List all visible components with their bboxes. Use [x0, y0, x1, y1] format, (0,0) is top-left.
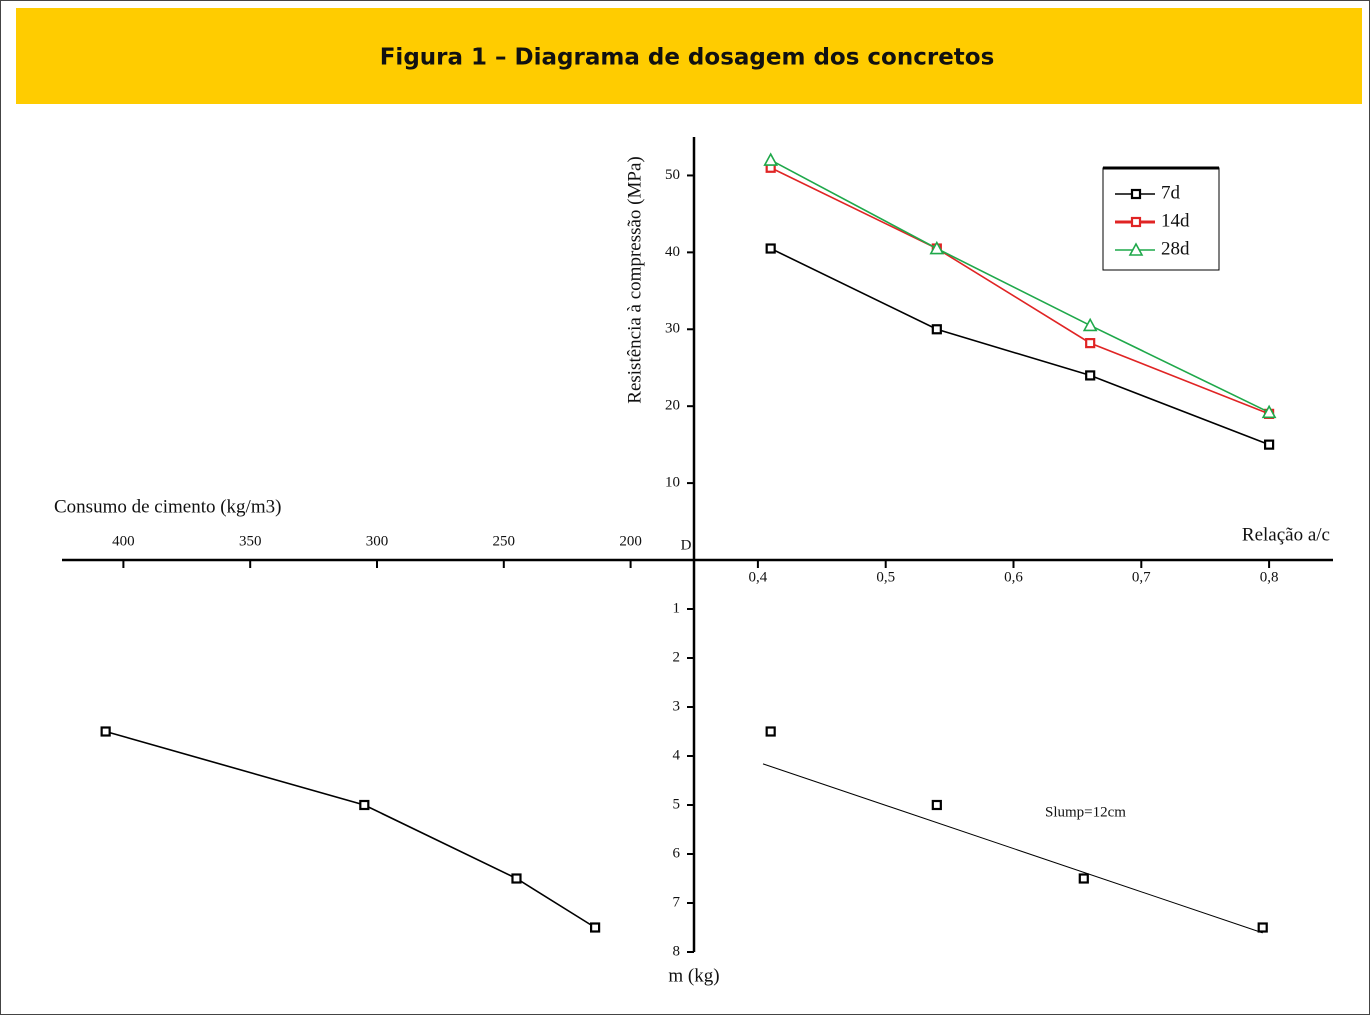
x-tick-label: 250: [493, 533, 516, 549]
y-tick-label: 5: [673, 796, 681, 812]
marker: [589, 922, 601, 933]
legend-marker: [1130, 188, 1142, 200]
x-tick-label: 0,4: [749, 569, 768, 585]
legend-box: [1102, 167, 1220, 271]
marker: [1082, 317, 1098, 332]
marker: [1085, 338, 1096, 349]
y-tick-label: 30: [665, 321, 680, 337]
x-tick-label: 0,7: [1132, 569, 1151, 585]
marker: [359, 799, 370, 811]
y-tick-label: 2: [673, 649, 681, 665]
legend-label: 7d: [1161, 182, 1181, 203]
marker: [763, 152, 779, 166]
y-tick-label: 10: [665, 475, 680, 491]
marker: [1257, 922, 1268, 933]
y-tick-label: 6: [673, 845, 681, 861]
legend-marker: [1128, 242, 1144, 256]
series-line: [770, 167, 1270, 415]
marker: [1261, 404, 1277, 419]
y-axis-label: Resistência à compressão (MPa): [624, 156, 645, 403]
x-tick-label: 200: [619, 533, 642, 549]
x-axis-label: Consumo de cimento (kg/m3): [54, 496, 281, 517]
y-tick-label: 4: [673, 747, 681, 763]
marker: [765, 726, 776, 737]
x-axis-label: Relação a/c: [1242, 524, 1330, 545]
marker: [511, 873, 522, 884]
annotation: D: [681, 537, 692, 553]
y-axis-label: m (kg): [668, 965, 719, 986]
y-tick-label: 1: [673, 600, 681, 616]
marker: [931, 799, 942, 811]
marker: [1263, 439, 1275, 450]
x-tick-label: 400: [112, 533, 135, 549]
y-tick-label: 8: [673, 943, 681, 959]
y-tick-label: 3: [673, 698, 681, 714]
marker: [765, 243, 776, 254]
legend-marker: [1130, 216, 1142, 228]
series-line: [770, 247, 1270, 446]
marker: [929, 240, 945, 255]
figure-title: Figura 1 – Diagrama de dosagem dos concr…: [380, 45, 995, 71]
series-line: [105, 730, 596, 929]
y-tick-label: 7: [673, 894, 681, 910]
series-line: [770, 159, 1270, 414]
x-tick-label: 300: [366, 533, 389, 549]
marker: [100, 726, 111, 737]
y-tick-label: 40: [665, 244, 680, 260]
legend-label: 28d: [1161, 238, 1190, 259]
x-tick-label: 0,8: [1260, 569, 1279, 585]
x-tick-label: 0,5: [876, 569, 895, 585]
y-tick-label: 20: [665, 398, 680, 414]
marker: [931, 324, 942, 335]
annotation: Slump=12cm: [1045, 804, 1126, 820]
marker: [1085, 370, 1096, 381]
header-bar: [16, 8, 1362, 104]
legend-label: 14d: [1161, 210, 1190, 231]
x-tick-label: 0,6: [1004, 569, 1023, 585]
marker: [1078, 873, 1089, 884]
y-tick-label: 50: [665, 167, 680, 183]
x-tick-label: 350: [239, 533, 262, 549]
fit-line: [762, 763, 1263, 934]
